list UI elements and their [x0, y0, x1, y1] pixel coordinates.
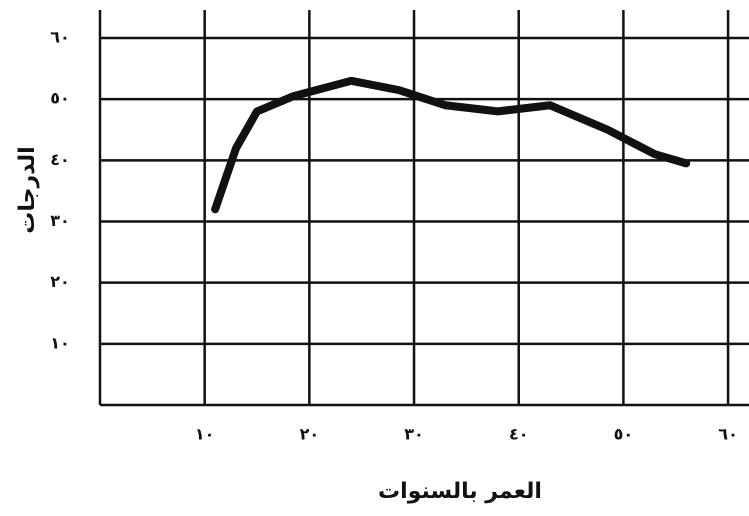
y-tick-label: ٢٠: [50, 272, 70, 291]
x-axis-label: العمر بالسنوات: [378, 479, 542, 504]
y-tick-label: ٦٠: [50, 28, 70, 47]
y-tick-label: ٥٠: [50, 89, 70, 108]
x-tick-label: ٢٠: [300, 425, 320, 444]
data-line: [211, 76, 691, 214]
x-tick-label: ٤٠: [509, 425, 529, 444]
y-tick-label: ٤٠: [50, 150, 70, 169]
y-axis-label: الدرجات: [15, 146, 40, 233]
x-tick-label: ١٠: [195, 425, 215, 444]
x-tick-label: ٣٠: [404, 425, 424, 444]
x-tick-label: ٥٠: [614, 425, 634, 444]
x-tick-label: ٦٠: [718, 425, 738, 444]
y-tick-label: ١٠: [50, 333, 70, 352]
y-tick-label: ٣٠: [50, 211, 70, 230]
